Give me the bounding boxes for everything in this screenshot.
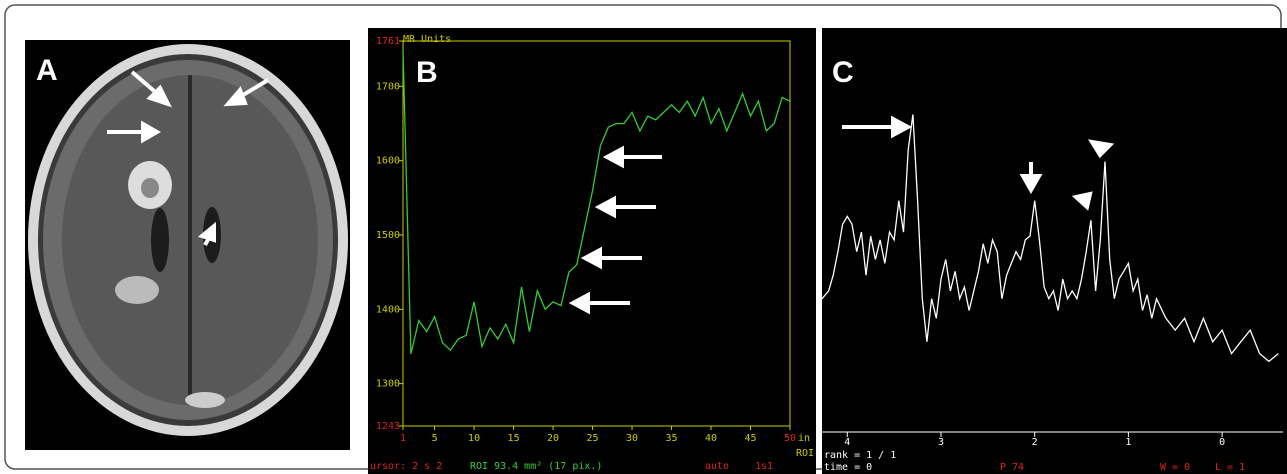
x-tick-label: 5 xyxy=(432,433,438,444)
x-tick-label: 15 xyxy=(508,433,520,444)
x-tick-label: 40 xyxy=(705,433,717,444)
curve-panel: B xyxy=(368,28,816,474)
x-tick-label: 20 xyxy=(547,433,559,444)
x-tick-label: 1 xyxy=(400,433,406,444)
roi-label: ROI xyxy=(796,448,814,459)
x-tick-label: 50 xyxy=(784,433,796,444)
status-text: rank = 1 / 1 xyxy=(824,450,896,461)
y-tick-label: 1500 xyxy=(376,230,400,241)
panel-label: C xyxy=(832,56,854,89)
status-text: L = 1 xyxy=(1215,462,1245,473)
x-tick-label: 30 xyxy=(626,433,638,444)
x-tick-label: 25 xyxy=(587,433,599,444)
x-tick-label: 4 xyxy=(844,437,850,448)
status-text: time = 0 xyxy=(824,462,872,473)
y-unit: MR Units xyxy=(403,34,451,45)
status-text: ROI 93.4 mm² (17 pix.) xyxy=(470,461,602,472)
y-tick-label: 1300 xyxy=(376,379,400,390)
mri-panel: A xyxy=(25,40,350,450)
x-unit: in xyxy=(798,433,810,444)
status-text: P 74 xyxy=(1000,462,1024,473)
status-text: auto xyxy=(705,461,729,472)
status-text: ursor: 2 s 2 xyxy=(370,461,442,472)
x-tick-label: 35 xyxy=(666,433,678,444)
y-tick-label: 1700 xyxy=(376,81,400,92)
x-tick-label: 45 xyxy=(744,433,756,444)
x-tick-label: 2 xyxy=(1032,437,1038,448)
y-tick-label: 1600 xyxy=(376,156,400,167)
y-tick-label: 1243 xyxy=(376,421,400,432)
x-tick-label: 3 xyxy=(938,437,944,448)
x-tick-label: 10 xyxy=(468,433,480,444)
status-text: W = 0 xyxy=(1160,462,1190,473)
y-tick-label: 1761 xyxy=(376,36,400,47)
figure: A B C 1243130014001500160017001761151015… xyxy=(0,0,1287,474)
spectrum-panel: C xyxy=(822,28,1287,474)
panel-label: A xyxy=(36,54,58,87)
x-tick-label: 1 xyxy=(1125,437,1131,448)
status-text: 1s1 xyxy=(755,461,773,472)
x-tick-label: 0 xyxy=(1219,437,1225,448)
panel-label: B xyxy=(416,56,438,89)
y-tick-label: 1400 xyxy=(376,304,400,315)
